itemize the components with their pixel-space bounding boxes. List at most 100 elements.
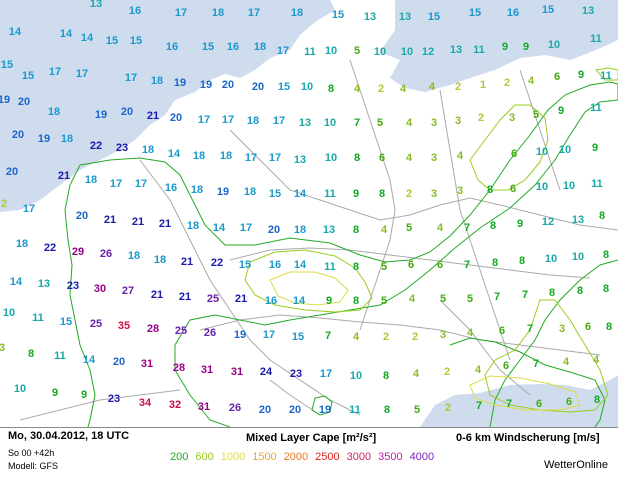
wind-shear-title: 0-6 km Windscherung [m/s] xyxy=(456,432,600,444)
wind-value-label: 19 xyxy=(38,133,50,145)
wind-value-label: 17 xyxy=(269,152,281,164)
wind-value-label: 31 xyxy=(141,358,153,370)
cape-legend: 200 600 1000 1500 2000 2500 3000 3500 4000 xyxy=(170,451,441,463)
wind-value-label: 15 xyxy=(1,59,13,71)
wind-value-label: 11 xyxy=(590,102,602,114)
contour-600-south xyxy=(484,299,609,413)
wind-value-label: 31 xyxy=(198,401,210,413)
wind-value-label: 21 xyxy=(132,216,144,228)
north-sea xyxy=(0,0,335,212)
wind-value-label: 20 xyxy=(12,129,24,141)
wind-value-label: 15 xyxy=(469,7,481,19)
wind-value-label: 8 xyxy=(353,295,359,307)
wind-value-label: 17 xyxy=(198,114,210,126)
wind-value-label: 15 xyxy=(202,41,214,53)
wind-value-label: 11 xyxy=(32,312,44,324)
wind-value-label: 8 xyxy=(519,255,525,267)
wind-value-label: 7 xyxy=(464,222,470,234)
wind-value-label: 21 xyxy=(151,289,163,301)
legend-item-4000: 4000 xyxy=(409,451,435,463)
wind-value-label: 18 xyxy=(61,133,73,145)
wind-value-label: 7 xyxy=(522,289,528,301)
wind-value-label: 2 xyxy=(504,77,510,89)
wind-value-label: 10 xyxy=(401,46,413,58)
wind-value-label: 18 xyxy=(291,7,303,19)
wind-value-label: 7 xyxy=(494,291,500,303)
wind-value-label: 19 xyxy=(174,77,186,89)
wind-value-label: 34 xyxy=(139,397,152,409)
wind-value-label: 20 xyxy=(170,112,182,124)
wind-value-label: 23 xyxy=(290,368,302,380)
wind-value-label: 8 xyxy=(603,249,609,261)
wind-value-label: 16 xyxy=(507,7,519,19)
cape-contours xyxy=(64,67,618,427)
wind-value-label: 10 xyxy=(545,253,557,265)
wind-value-label: 23 xyxy=(67,280,79,292)
wind-value-label: 10 xyxy=(301,81,313,93)
wind-value-label: 15 xyxy=(278,81,290,93)
wind-value-label: 16 xyxy=(269,259,281,271)
wind-value-label: 26 xyxy=(100,248,112,260)
wind-value-label: 13 xyxy=(364,11,376,23)
wind-value-label: 16 xyxy=(166,41,178,53)
wind-value-label: 13 xyxy=(38,278,50,290)
wind-value-label: 8 xyxy=(353,261,359,273)
wind-value-label: 11 xyxy=(591,178,603,190)
wind-value-label: 13 xyxy=(450,44,462,56)
wind-value-label: 14 xyxy=(294,259,307,271)
wind-value-label: 6 xyxy=(499,325,505,337)
contour-200-coast xyxy=(64,164,96,427)
wind-value-label: 15 xyxy=(239,259,251,271)
wind-value-label: 9 xyxy=(502,41,508,53)
wind-value-label: 11 xyxy=(54,350,66,362)
wind-value-label: 28 xyxy=(147,323,159,335)
wind-value-label: 2 xyxy=(444,366,450,378)
wind-value-label: 18 xyxy=(191,184,203,196)
wind-value-label: 19 xyxy=(217,186,229,198)
wind-value-label: 21 xyxy=(147,110,159,122)
wind-value-label: 9 xyxy=(558,105,564,117)
contour-600-blob xyxy=(595,67,618,81)
contour-200-ring xyxy=(311,395,333,416)
wind-value-label: 6 xyxy=(510,183,516,195)
wind-value-label: 35 xyxy=(118,320,130,332)
wind-value-label: 8 xyxy=(354,152,360,164)
contour-1000-central xyxy=(269,271,349,306)
wind-value-label: 4 xyxy=(467,327,474,339)
wind-value-label: 3 xyxy=(457,185,463,197)
wind-value-label: 5 xyxy=(533,109,539,121)
wind-value-label: 15 xyxy=(428,11,440,23)
wind-value-label: 2 xyxy=(1,198,7,210)
wind-value-label: 3 xyxy=(431,152,437,164)
wind-value-label: 8 xyxy=(353,224,359,236)
wind-value-label: 4 xyxy=(457,150,464,162)
wind-value-label: 19 xyxy=(0,94,10,106)
wind-value-label: 17 xyxy=(320,368,332,380)
wind-value-label: 17 xyxy=(175,7,187,19)
wind-value-label: 9 xyxy=(81,389,87,401)
wind-value-label: 18 xyxy=(193,150,205,162)
wind-value-label: 21 xyxy=(235,293,247,305)
wind-value-label: 4 xyxy=(593,354,600,366)
wind-value-label: 21 xyxy=(58,170,70,182)
contour-600-east xyxy=(469,104,549,191)
wind-value-label: 17 xyxy=(76,68,88,80)
wind-value-label: 7 xyxy=(476,400,482,412)
mediterranean xyxy=(420,375,618,427)
legend-item-3500: 3500 xyxy=(378,451,403,463)
wind-value-label: 20 xyxy=(259,404,271,416)
wind-value-label: 7 xyxy=(464,259,470,271)
wind-value-label: 21 xyxy=(104,214,116,226)
wind-value-label: 11 xyxy=(473,44,485,56)
wind-value-label: 9 xyxy=(523,41,529,53)
wind-value-label: 14 xyxy=(168,148,181,160)
legend-item-200: 200 xyxy=(170,451,189,463)
wind-value-label: 28 xyxy=(173,362,185,374)
wind-value-label: 10 xyxy=(536,181,548,193)
wind-value-label: 19 xyxy=(95,109,107,121)
wind-value-label: 16 xyxy=(265,295,277,307)
wind-value-label: 3 xyxy=(455,115,461,127)
wind-value-label: 5 xyxy=(414,404,420,416)
wind-value-label: 10 xyxy=(559,144,571,156)
